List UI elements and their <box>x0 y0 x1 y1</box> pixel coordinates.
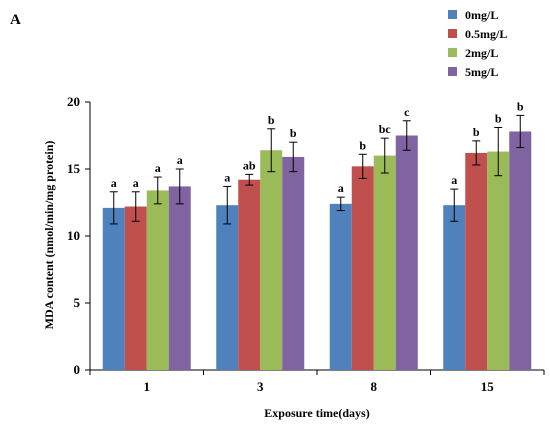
legend: 0mg/L 0.5mg/L 2mg/L 5mg/L <box>448 8 507 79</box>
significance-label: a <box>133 176 139 190</box>
y-tick-label: 10 <box>67 228 80 243</box>
bar <box>260 150 283 370</box>
bar <box>465 152 488 370</box>
significance-label: a <box>177 153 183 167</box>
significance-label: b <box>290 126 297 140</box>
significance-label: b <box>495 111 502 125</box>
x-axis: 1 3 8 15 <box>89 369 545 394</box>
legend-swatch <box>448 29 457 38</box>
significance-label: a <box>224 170 230 184</box>
significance-label: ab <box>243 158 256 172</box>
bar <box>329 203 352 370</box>
bar <box>373 155 396 370</box>
bar <box>509 131 532 370</box>
y-tick-label: 20 <box>67 94 80 109</box>
legend-label: 0mg/L <box>465 8 498 22</box>
x-tick-label: 1 <box>144 379 151 394</box>
significance-label: bc <box>379 122 392 136</box>
bar <box>238 179 261 370</box>
bar <box>216 205 239 370</box>
bar <box>146 190 169 370</box>
bar <box>282 156 305 370</box>
x-tick-label: 15 <box>481 379 495 394</box>
significance-label: a <box>338 181 344 195</box>
bar <box>102 207 125 370</box>
significance-label: a <box>111 176 117 190</box>
legend-swatch <box>448 67 457 76</box>
significance-label: b <box>268 113 275 127</box>
legend-swatch <box>448 48 457 57</box>
bar <box>443 205 466 370</box>
y-axis-title: MDA content (nmol/min/mg protein) <box>42 141 56 330</box>
legend-label: 2mg/L <box>465 46 498 60</box>
legend-label: 0.5mg/L <box>465 27 507 41</box>
x-tick-label: 8 <box>371 379 378 394</box>
significance-label: b <box>359 138 366 152</box>
y-axis: 0 5 10 15 20 <box>67 94 91 377</box>
y-tick-label: 0 <box>74 362 81 377</box>
significance-label: a <box>155 161 161 175</box>
bar <box>395 135 418 370</box>
bar <box>351 166 374 370</box>
bar <box>168 186 191 370</box>
bar <box>487 151 510 370</box>
y-tick-label: 5 <box>74 295 81 310</box>
significance-label: b <box>517 99 524 113</box>
x-tick-label: 3 <box>257 379 264 394</box>
bar <box>124 206 147 370</box>
y-tick-label: 15 <box>67 161 81 176</box>
significance-label: a <box>451 173 457 187</box>
x-axis-title: Exposure time(days) <box>264 406 369 420</box>
panel-label: A <box>10 12 21 28</box>
legend-label: 5mg/L <box>465 65 498 79</box>
significance-label: b <box>473 125 480 139</box>
significance-label: c <box>404 105 410 119</box>
legend-swatch <box>448 10 457 19</box>
